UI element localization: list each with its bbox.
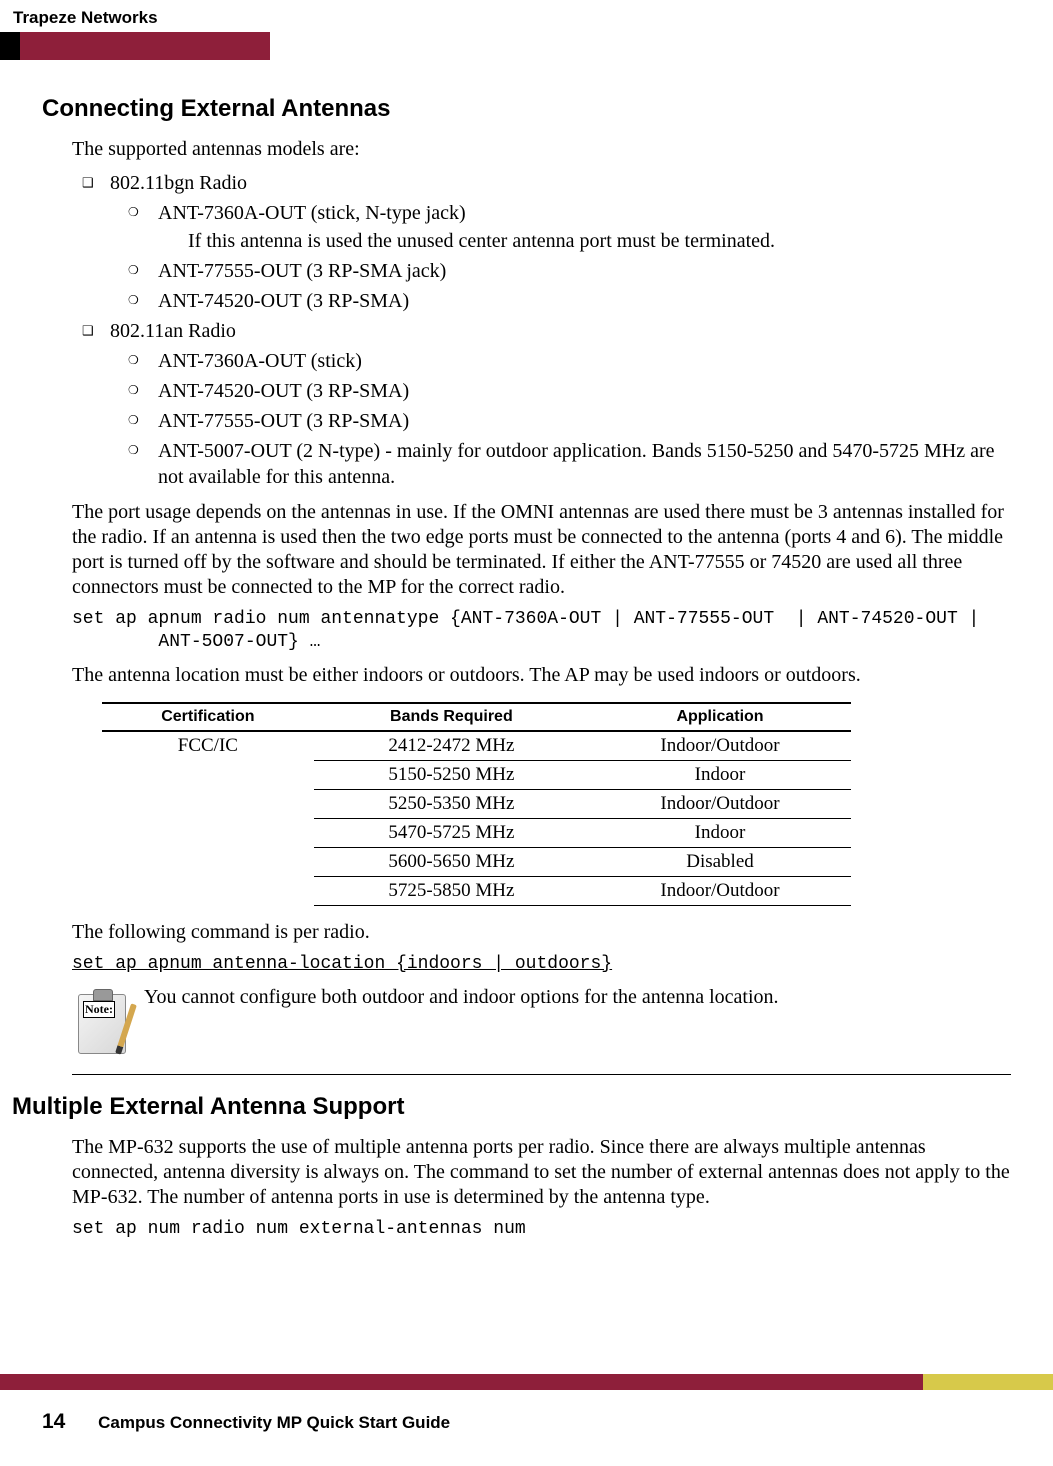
antenna-sublist: ANT-7360A-OUT (stick) ANT-74520-OUT (3 R… bbox=[128, 348, 1011, 490]
app-cell: Indoor/Outdoor bbox=[589, 789, 851, 818]
band-cell: 5150-5250 MHz bbox=[314, 760, 589, 789]
footer-accent-bar bbox=[0, 1374, 1053, 1390]
cmd-line: ANT-5O07-OUT} … bbox=[72, 632, 320, 652]
footer: 14 Campus Connectivity MP Quick Start Gu… bbox=[42, 1410, 450, 1434]
antenna-text: ANT-77555-OUT (3 RP-SMA jack) bbox=[158, 260, 446, 282]
band-cell: 5250-5350 MHz bbox=[314, 789, 589, 818]
section-heading-antennas: Connecting External Antennas bbox=[42, 95, 1011, 123]
antenna-text: ANT-74520-OUT (3 RP-SMA) bbox=[158, 380, 409, 402]
radio-list: 802.11bgn Radio ANT-7360A-OUT (stick, N-… bbox=[82, 170, 1011, 490]
list-item: ANT-77555-OUT (3 RP-SMA jack) bbox=[128, 258, 1011, 284]
band-cell: 5725-5850 MHz bbox=[314, 876, 589, 905]
clipboard-clip bbox=[93, 989, 113, 1001]
antenna-text: ANT-7360A-OUT (stick, N-type jack) bbox=[158, 202, 466, 224]
antenna-text: ANT-77555-OUT (3 RP-SMA) bbox=[158, 410, 409, 432]
section-heading-multiple: Multiple External Antenna Support bbox=[12, 1093, 1011, 1121]
band-cell: 5600-5650 MHz bbox=[314, 847, 589, 876]
cmd-line: set ap apnum radio num antennatype {ANT-… bbox=[72, 609, 979, 629]
app-cell: Indoor/Outdoor bbox=[589, 731, 851, 761]
brand-name: Trapeze Networks bbox=[13, 8, 158, 28]
list-item: ANT-74520-OUT (3 RP-SMA) bbox=[128, 288, 1011, 314]
certification-table-wrap: Certification Bands Required Application… bbox=[102, 702, 851, 906]
band-cell: 2412-2472 MHz bbox=[314, 731, 589, 761]
antenna-note: If this antenna is used the unused cente… bbox=[188, 228, 1011, 254]
intro-text: The supported antennas models are: bbox=[72, 137, 1011, 162]
page-number: 14 bbox=[42, 1410, 65, 1433]
table-header-row: Certification Bands Required Application bbox=[102, 703, 851, 731]
cert-cell: FCC/IC bbox=[102, 731, 314, 906]
certification-table: Certification Bands Required Application… bbox=[102, 702, 851, 906]
antenna-text: ANT-74520-OUT (3 RP-SMA) bbox=[158, 290, 409, 312]
col-header: Bands Required bbox=[314, 703, 589, 731]
app-cell: Disabled bbox=[589, 847, 851, 876]
note-label: Note: bbox=[83, 1001, 115, 1018]
note-block: Note: You cannot configure both outdoor … bbox=[72, 984, 1011, 1075]
list-item: ANT-5007-OUT (2 N-type) - mainly for out… bbox=[128, 438, 1011, 490]
app-cell: Indoor/Outdoor bbox=[589, 876, 851, 905]
list-item: ANT-77555-OUT (3 RP-SMA) bbox=[128, 408, 1011, 434]
pencil-icon bbox=[115, 1004, 137, 1055]
list-item: 802.11bgn Radio ANT-7360A-OUT (stick, N-… bbox=[82, 170, 1011, 314]
app-cell: Indoor bbox=[589, 818, 851, 847]
cmd-line: set ap apnum antenna-location {indoors |… bbox=[72, 954, 612, 974]
col-header: Certification bbox=[102, 703, 314, 731]
list-item: ANT-74520-OUT (3 RP-SMA) bbox=[128, 378, 1011, 404]
command-external-antennas: set ap num radio num external-antennas n… bbox=[72, 1218, 1011, 1241]
command-set-antennatype: set ap apnum radio num antennatype {ANT-… bbox=[72, 608, 1011, 655]
table-row: FCC/IC 2412-2472 MHz Indoor/Outdoor bbox=[102, 731, 851, 761]
list-item: 802.11an Radio ANT-7360A-OUT (stick) ANT… bbox=[82, 318, 1011, 490]
port-usage-text: The port usage depends on the antennas i… bbox=[72, 500, 1011, 600]
band-cell: 5470-5725 MHz bbox=[314, 818, 589, 847]
antenna-text: ANT-5007-OUT (2 N-type) - mainly for out… bbox=[158, 440, 995, 488]
header-accent-bar bbox=[0, 32, 270, 60]
app-cell: Indoor bbox=[589, 760, 851, 789]
command-antenna-location: set ap apnum antenna-location {indoors |… bbox=[72, 953, 1011, 976]
note-icon: Note: bbox=[72, 984, 132, 1056]
radio-name: 802.11an Radio bbox=[110, 320, 236, 342]
antenna-text: ANT-7360A-OUT (stick) bbox=[158, 350, 362, 372]
list-item: ANT-7360A-OUT (stick) bbox=[128, 348, 1011, 374]
location-text: The antenna location must be either indo… bbox=[72, 663, 1011, 688]
per-radio-text: The following command is per radio. bbox=[72, 920, 1011, 945]
col-header: Application bbox=[589, 703, 851, 731]
note-text: You cannot configure both outdoor and in… bbox=[144, 984, 779, 1010]
section2-body: The MP-632 supports the use of multiple … bbox=[72, 1135, 1011, 1210]
clipboard-icon: Note: bbox=[78, 994, 126, 1054]
antenna-sublist: ANT-7360A-OUT (stick, N-type jack) If th… bbox=[128, 200, 1011, 314]
list-item: ANT-7360A-OUT (stick, N-type jack) If th… bbox=[128, 200, 1011, 254]
footer-title: Campus Connectivity MP Quick Start Guide bbox=[98, 1413, 450, 1432]
page-content: Connecting External Antennas The support… bbox=[42, 95, 1011, 1250]
radio-name: 802.11bgn Radio bbox=[110, 172, 247, 194]
